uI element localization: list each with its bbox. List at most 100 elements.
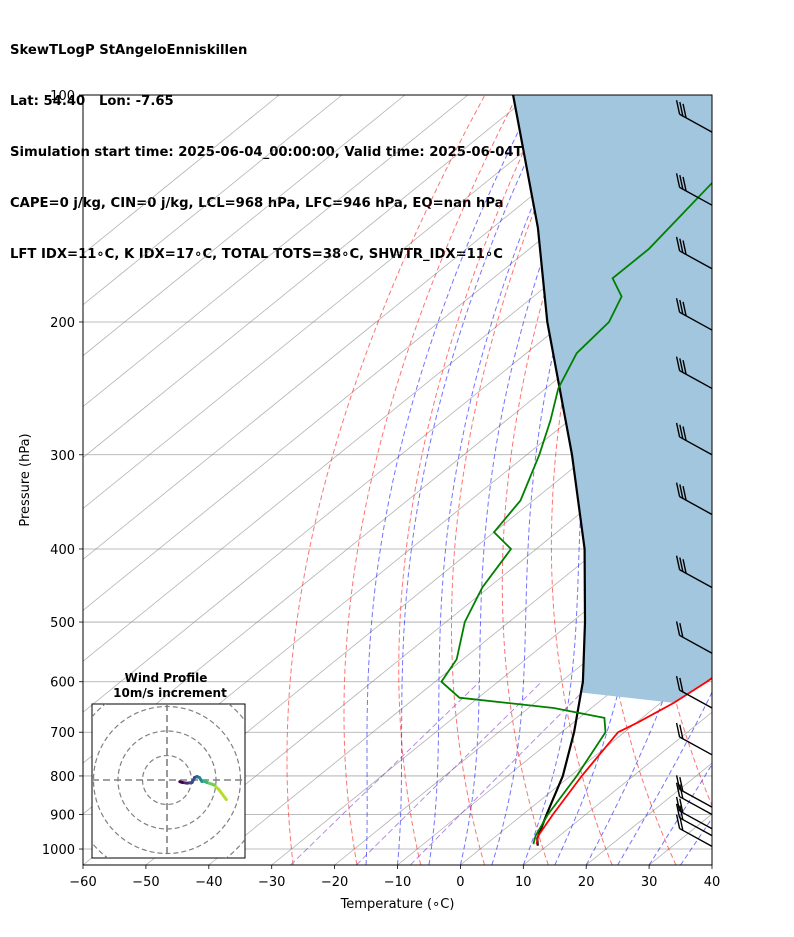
wind-barb-flag xyxy=(682,176,687,192)
wind-barb-flag xyxy=(682,426,687,441)
isotherm-line xyxy=(83,95,280,255)
y-tick-label: 400 xyxy=(50,543,75,558)
wind-barb-flag xyxy=(679,798,684,813)
isotherm-line xyxy=(83,95,343,306)
wind-barb xyxy=(675,356,713,390)
wind-barbs xyxy=(675,100,713,848)
parcel-profile-line xyxy=(512,95,587,846)
wind-barb-staff xyxy=(679,788,713,808)
wind-barb-flag xyxy=(679,784,684,799)
dry-adiabat xyxy=(451,95,583,865)
wind-barb-flag xyxy=(675,675,681,691)
wind-barb-flag xyxy=(679,557,684,572)
dry-adiabat xyxy=(732,95,794,865)
wind-barb xyxy=(675,555,713,589)
hodograph-trace-segment xyxy=(217,788,228,802)
y-axis-label: Pressure (hPa) xyxy=(18,433,33,526)
wind-barb-staff xyxy=(679,689,713,709)
wind-barb-flag xyxy=(682,360,687,375)
y-tick-label: 600 xyxy=(50,676,75,691)
wind-barb-staff xyxy=(679,634,713,654)
isotherm-line xyxy=(271,507,712,865)
dry-adiabat xyxy=(343,95,518,865)
x-tick-label: −50 xyxy=(132,875,159,890)
wind-barb-flag xyxy=(675,782,681,797)
wind-barb-flag xyxy=(675,796,681,812)
wind-barb-flag xyxy=(675,814,681,829)
y-tick-label: 700 xyxy=(50,726,75,741)
wind-barb-flag xyxy=(675,621,681,636)
isotherm-line xyxy=(83,95,469,408)
wind-barb-flag xyxy=(679,424,684,439)
wind-barb xyxy=(675,422,713,456)
x-tick-label: −60 xyxy=(69,875,96,890)
wind-barb-flag xyxy=(682,103,687,118)
wind-barb-flag xyxy=(682,301,687,316)
wind-barb-staff xyxy=(679,796,713,816)
wind-barb xyxy=(675,100,713,133)
wind-barb-flag xyxy=(679,238,684,253)
wind-barb xyxy=(675,796,713,830)
y-tick-label: 200 xyxy=(50,316,75,331)
wind-barb xyxy=(675,173,713,206)
wind-barb-flag xyxy=(679,174,684,190)
isotherm-line xyxy=(397,609,712,865)
wind-barb-staff xyxy=(679,113,713,133)
wind-barb-flag xyxy=(682,240,687,255)
x-tick-label: −40 xyxy=(195,875,222,890)
wind-barb-flag xyxy=(675,236,681,252)
mixing-ratio-line xyxy=(410,681,593,865)
index-line: LFT IDX=11∘C, K IDX=17∘C, TOTAL TOTS=38∘… xyxy=(10,247,503,262)
dry-adiabat xyxy=(598,95,681,865)
hodograph-trace-segment xyxy=(178,780,184,784)
wind-barb-flag xyxy=(675,422,681,438)
isotherm-line xyxy=(83,95,657,560)
y-tick-label: 900 xyxy=(50,809,75,824)
wind-barb-staff xyxy=(679,817,713,837)
hodograph-frame xyxy=(91,703,246,859)
dry-adiabat xyxy=(501,95,616,865)
wind-barb-flag xyxy=(679,358,684,373)
wind-barb-flag xyxy=(679,484,684,499)
dry-adiabat xyxy=(550,95,649,865)
isotherm-line xyxy=(775,95,794,865)
hodograph-title: Wind Profile xyxy=(125,671,208,685)
hodograph-inset: Wind Profile 10m/s increment xyxy=(91,671,246,859)
wind-barb-staff xyxy=(679,436,713,456)
temperature-line xyxy=(535,676,712,845)
wind-barb-staff xyxy=(679,569,713,589)
mixing-ratio-line xyxy=(290,681,480,865)
wind-barb xyxy=(675,782,713,816)
wind-barb-staff xyxy=(679,311,713,331)
wind-barb-flag xyxy=(675,100,681,115)
hodograph-subtitle: 10m/s increment xyxy=(113,686,227,700)
wind-barb-flag xyxy=(675,356,681,371)
wind-barb-flag xyxy=(679,299,684,315)
wind-barb xyxy=(675,621,713,654)
isotherm-line xyxy=(334,558,712,865)
wind-barb-staff xyxy=(679,186,713,206)
x-tick-label: 0 xyxy=(456,875,464,890)
dry-adiabat xyxy=(774,95,794,865)
y-tick-label: 500 xyxy=(50,616,75,631)
wind-barb-flag xyxy=(675,173,681,188)
wind-barb xyxy=(675,775,713,808)
wind-barb xyxy=(675,722,713,756)
wind-barb-staff xyxy=(679,827,713,848)
y-tick-label: 300 xyxy=(50,449,75,464)
wind-barb-flag xyxy=(679,101,684,117)
dry-adiabat xyxy=(398,95,551,865)
wind-barb-flag xyxy=(679,776,684,792)
x-axis-label: Temperature (∘C) xyxy=(340,897,455,912)
x-tick-label: −10 xyxy=(384,875,411,890)
wind-barb-flag xyxy=(675,775,681,790)
chart-title: SkewTLogP StAngeloEnniskillen xyxy=(10,43,248,58)
wind-barb xyxy=(675,298,713,331)
wind-barb-flag xyxy=(675,298,681,313)
wind-barb-staff xyxy=(679,369,713,390)
isotherm-line xyxy=(83,95,532,459)
wind-barb-flag xyxy=(675,722,681,738)
x-tick-label: −30 xyxy=(258,875,285,890)
wind-barb-staff xyxy=(679,736,713,756)
